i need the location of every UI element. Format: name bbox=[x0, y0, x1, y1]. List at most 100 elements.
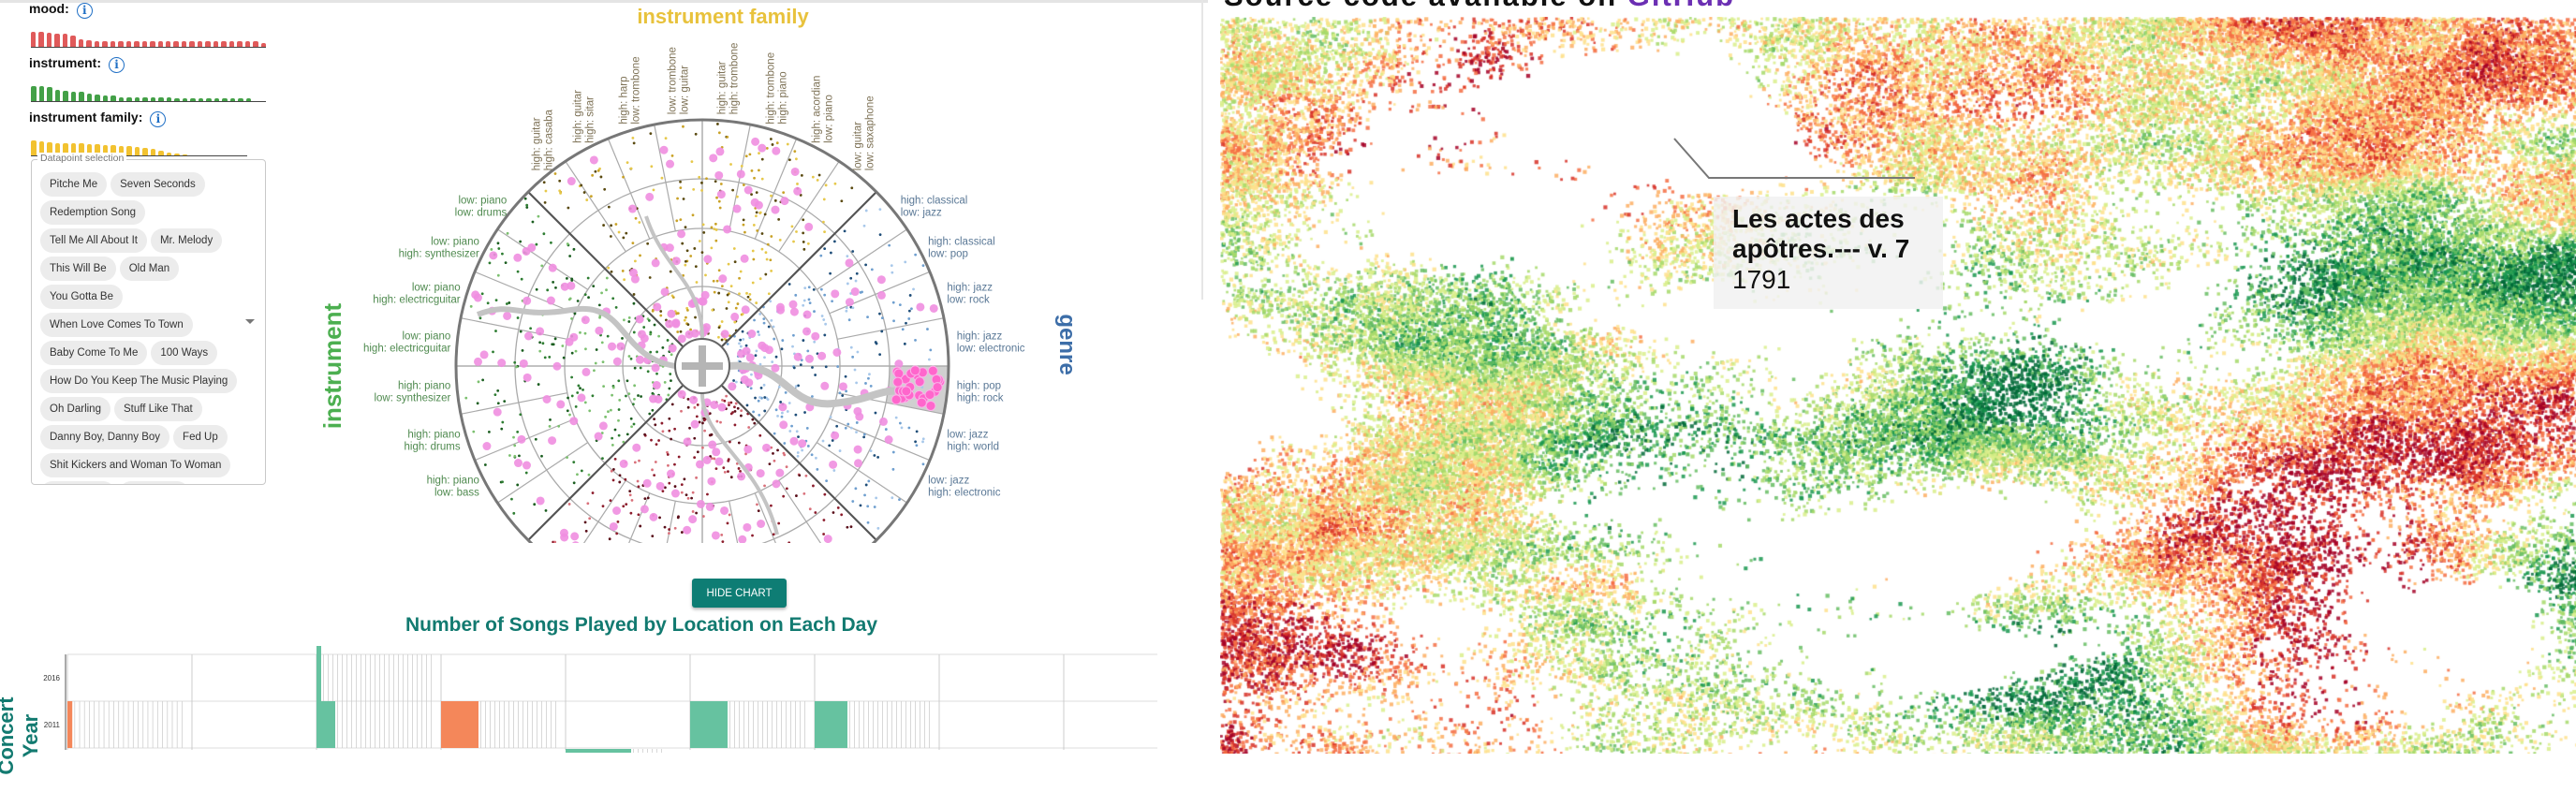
data-point[interactable] bbox=[720, 534, 724, 536]
histogram-bar[interactable] bbox=[38, 141, 44, 155]
data-point[interactable] bbox=[691, 510, 695, 513]
day-cell[interactable] bbox=[474, 701, 478, 748]
data-point[interactable] bbox=[880, 316, 884, 320]
data-point[interactable] bbox=[693, 456, 697, 460]
data-point[interactable] bbox=[799, 363, 802, 367]
data-point[interactable] bbox=[717, 326, 721, 330]
data-point[interactable] bbox=[788, 402, 791, 404]
data-point[interactable] bbox=[663, 381, 667, 384]
selected-point[interactable] bbox=[772, 479, 781, 489]
data-point[interactable] bbox=[873, 506, 876, 508]
data-point[interactable] bbox=[588, 517, 592, 521]
data-point[interactable] bbox=[614, 305, 618, 309]
data-point[interactable] bbox=[488, 261, 492, 265]
data-point[interactable] bbox=[668, 417, 671, 420]
selected-point[interactable] bbox=[798, 439, 807, 448]
data-point[interactable] bbox=[558, 179, 562, 183]
data-point[interactable] bbox=[846, 255, 849, 258]
selected-point[interactable] bbox=[609, 521, 618, 531]
song-chip[interactable]: Stuff Like That bbox=[113, 397, 202, 421]
data-point[interactable] bbox=[584, 529, 588, 533]
histogram-bar[interactable] bbox=[222, 98, 228, 101]
data-point[interactable] bbox=[745, 291, 748, 295]
data-point[interactable] bbox=[802, 303, 805, 307]
selected-point[interactable] bbox=[569, 417, 579, 426]
data-point[interactable] bbox=[605, 276, 609, 280]
data-point[interactable] bbox=[630, 498, 634, 502]
data-point[interactable] bbox=[586, 502, 590, 506]
highlighted-point[interactable] bbox=[892, 376, 904, 388]
selected-point[interactable] bbox=[744, 378, 754, 388]
data-point[interactable] bbox=[615, 532, 619, 535]
selected-point[interactable] bbox=[595, 326, 604, 335]
selected-point[interactable] bbox=[705, 502, 714, 511]
selected-point[interactable] bbox=[635, 355, 644, 364]
selected-point[interactable] bbox=[790, 167, 800, 176]
data-point[interactable] bbox=[768, 462, 772, 466]
data-point[interactable] bbox=[824, 183, 828, 187]
data-point[interactable] bbox=[784, 391, 788, 394]
data-point[interactable] bbox=[866, 315, 869, 319]
data-point[interactable] bbox=[576, 391, 580, 394]
data-point[interactable] bbox=[739, 345, 743, 348]
selected-point[interactable] bbox=[612, 506, 622, 515]
data-point[interactable] bbox=[829, 416, 832, 418]
data-point[interactable] bbox=[714, 222, 717, 226]
selected-point[interactable] bbox=[522, 246, 531, 256]
selected-point[interactable] bbox=[667, 469, 676, 478]
data-point[interactable] bbox=[580, 183, 583, 187]
selected-point[interactable] bbox=[668, 344, 677, 353]
data-point[interactable] bbox=[655, 372, 658, 375]
histogram-bar[interactable] bbox=[46, 33, 52, 47]
data-point[interactable] bbox=[695, 511, 698, 515]
data-point[interactable] bbox=[828, 444, 832, 447]
histogram-bar[interactable] bbox=[102, 145, 108, 155]
data-point[interactable] bbox=[535, 287, 538, 291]
selected-point[interactable] bbox=[829, 460, 838, 469]
histogram-bar[interactable] bbox=[110, 95, 116, 101]
data-point[interactable] bbox=[758, 313, 762, 315]
data-point[interactable] bbox=[753, 421, 757, 425]
data-point[interactable] bbox=[822, 533, 826, 535]
data-point[interactable] bbox=[601, 360, 605, 364]
data-point[interactable] bbox=[736, 406, 740, 410]
selected-point[interactable] bbox=[737, 349, 746, 359]
data-point[interactable] bbox=[702, 230, 706, 234]
data-point[interactable] bbox=[864, 483, 868, 487]
selected-point[interactable] bbox=[567, 177, 576, 186]
data-point[interactable] bbox=[729, 401, 733, 404]
data-point[interactable] bbox=[884, 428, 888, 431]
data-point[interactable] bbox=[829, 271, 832, 275]
data-point[interactable] bbox=[496, 389, 500, 392]
data-point[interactable] bbox=[744, 344, 748, 347]
data-point[interactable] bbox=[623, 318, 626, 322]
data-point[interactable] bbox=[690, 160, 694, 164]
highlighted-point[interactable] bbox=[893, 368, 905, 379]
song-chip[interactable]: Oh Darling bbox=[40, 397, 110, 421]
selected-point[interactable] bbox=[723, 225, 732, 234]
selected-point[interactable] bbox=[754, 200, 763, 210]
data-point[interactable] bbox=[878, 312, 881, 315]
data-point[interactable] bbox=[764, 272, 768, 276]
data-point[interactable] bbox=[855, 431, 858, 434]
data-point[interactable] bbox=[798, 474, 802, 477]
data-point[interactable] bbox=[727, 470, 729, 474]
day-cell[interactable] bbox=[450, 701, 455, 748]
selected-point[interactable] bbox=[619, 459, 628, 468]
data-point[interactable] bbox=[711, 308, 714, 312]
histogram-bar[interactable] bbox=[54, 34, 60, 47]
selected-point[interactable] bbox=[471, 290, 480, 300]
data-point[interactable] bbox=[727, 301, 730, 304]
data-point[interactable] bbox=[822, 318, 826, 321]
data-point[interactable] bbox=[758, 169, 760, 172]
data-point[interactable] bbox=[760, 157, 764, 161]
histogram-bar[interactable] bbox=[238, 98, 243, 101]
data-point[interactable] bbox=[512, 435, 515, 439]
data-point[interactable] bbox=[705, 177, 708, 181]
selected-point[interactable] bbox=[743, 445, 753, 454]
data-point[interactable] bbox=[625, 394, 627, 398]
song-chip[interactable]: Pitche Me bbox=[40, 172, 108, 197]
song-chip[interactable]: Fed Up bbox=[173, 425, 228, 449]
data-point[interactable] bbox=[618, 398, 622, 402]
day-cell[interactable] bbox=[570, 749, 575, 753]
